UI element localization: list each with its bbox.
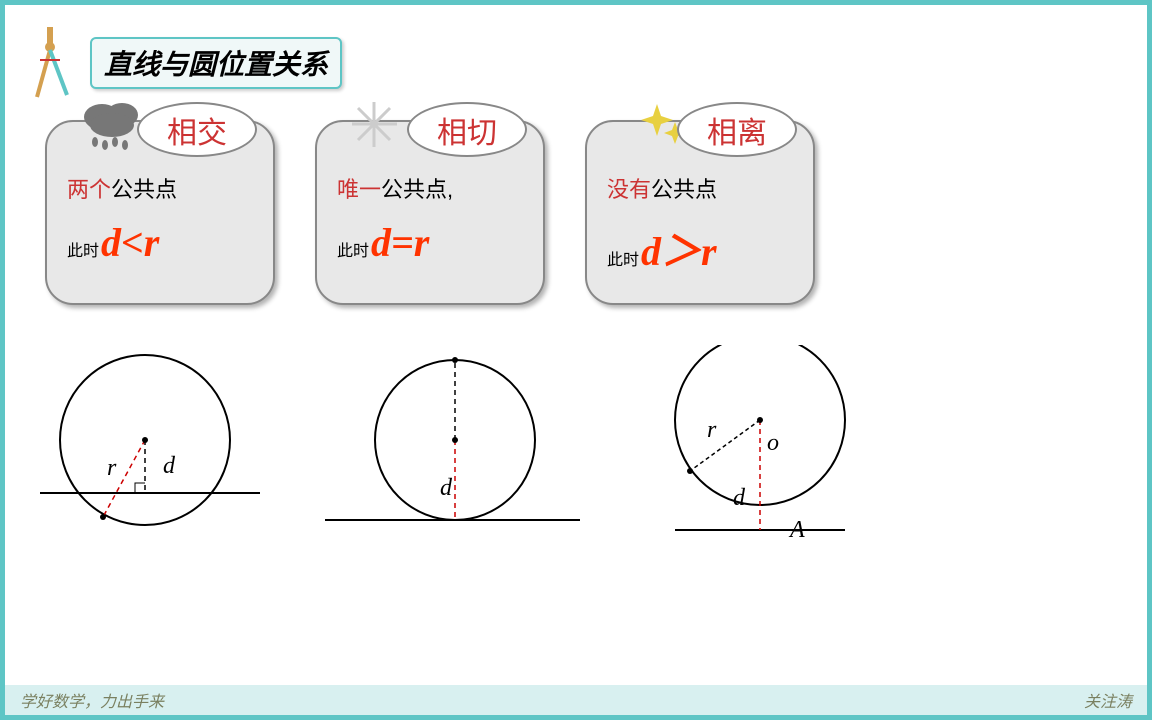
svg-text:o: o [767, 430, 779, 456]
diagram-intersect: rd [35, 345, 265, 560]
svg-text:r: r [107, 455, 117, 481]
card-tangent: 相切 唯一公共点, 此时d=r [315, 120, 545, 305]
svg-text:A: A [788, 517, 805, 543]
desc-separate: 没有公共点 [607, 172, 793, 204]
desc-tangent: 唯一公共点, [337, 172, 523, 204]
card-intersect: 相交 两个公共点 此时d<r [45, 120, 275, 305]
svg-text:d: d [733, 485, 746, 511]
svg-text:r: r [707, 417, 717, 443]
formula-intersect: 此时d<r [67, 219, 253, 266]
footer-left: 学好数学，力出手来 [20, 688, 164, 712]
footer-right: 关注涛 [1084, 688, 1132, 712]
badge-tangent: 相切 [407, 102, 527, 157]
desc-intersect: 两个公共点 [67, 172, 253, 204]
diagrams-row: rd d rdoA [5, 305, 1147, 560]
title-box: 直线与圆位置关系 [90, 37, 342, 89]
badge-intersect: 相交 [137, 102, 257, 157]
snowflake-icon [347, 97, 402, 157]
badge-separate: 相离 [677, 102, 797, 157]
svg-text:d: d [440, 475, 453, 501]
compass-icon [25, 25, 75, 100]
svg-text:d: d [163, 453, 176, 479]
page-title: 直线与圆位置关系 [104, 49, 328, 80]
formula-tangent: 此时d=r [337, 219, 523, 266]
footer: 学好数学，力出手来 关注涛 [5, 685, 1147, 715]
diagram-separate: r d o A [645, 345, 865, 560]
formula-separate: 此时d＞r [607, 219, 793, 277]
cards-row: 相交 两个公共点 此时d<r 相切 唯一公共点, 此时d=r [5, 100, 1147, 305]
header: 直线与圆位置关系 [5, 5, 1147, 100]
diagram-tangent: d [325, 345, 585, 560]
card-separate: 相离 没有公共点 此时d＞r [585, 120, 815, 305]
